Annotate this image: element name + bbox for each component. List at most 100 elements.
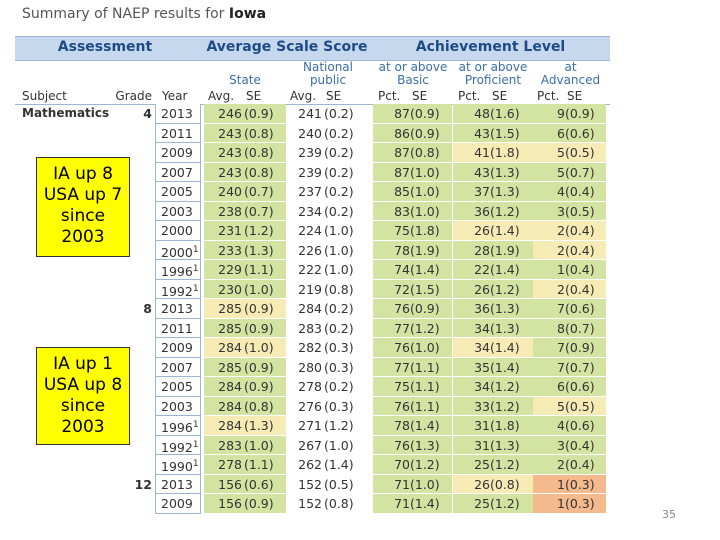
column-header: Pct. <box>537 89 560 103</box>
value-cell: (1.3) <box>490 437 520 453</box>
value-cell: (0.9) <box>244 320 274 336</box>
cell-shade <box>453 221 533 241</box>
cell-shade <box>533 435 606 455</box>
value-cell: (1.4) <box>490 340 520 355</box>
value-cell: (0.3) <box>565 476 595 492</box>
year-cell <box>155 474 201 494</box>
value-cell: 76 <box>394 437 410 453</box>
value-cell: (0.7) <box>244 184 274 199</box>
value-cell: 284 <box>218 418 242 433</box>
column-header: Pct. <box>458 89 481 103</box>
year-text: 2009 <box>161 340 193 355</box>
year-text: 2011 <box>161 125 193 141</box>
value-cell: (0.4) <box>565 281 595 297</box>
value-cell: (0.4) <box>565 184 595 199</box>
cell-shade <box>204 494 286 514</box>
footnote-mark: 1 <box>192 439 199 450</box>
value-cell: 156 <box>218 476 242 492</box>
value-cell: 25 <box>474 457 490 472</box>
value-cell: (1.0) <box>244 281 274 297</box>
cell-shade <box>373 318 452 338</box>
value-cell: 5 <box>557 164 565 180</box>
cell-shade <box>204 182 286 202</box>
value-cell: (0.2) <box>324 320 354 336</box>
cell-shade <box>204 201 286 221</box>
value-cell: 34 <box>474 340 490 355</box>
value-cell: (0.2) <box>324 164 354 180</box>
value-cell: 226 <box>298 242 322 258</box>
year: 2007 <box>161 358 193 377</box>
value-cell: (1.4) <box>410 496 440 511</box>
year: 19921 <box>161 280 199 299</box>
cell-shade <box>373 182 452 202</box>
cell-shade <box>373 260 452 280</box>
year-text: 2003 <box>161 203 193 219</box>
column-header: SE <box>412 89 428 103</box>
value-cell: (1.0) <box>410 476 440 492</box>
value-cell: 76 <box>394 398 410 414</box>
value-cell: 78 <box>394 418 410 433</box>
year: 2000 <box>161 221 193 240</box>
cell-shade <box>533 260 606 280</box>
value-cell: 85 <box>394 184 410 199</box>
column-header: SE <box>326 89 342 103</box>
value-cell: (1.6) <box>490 106 520 121</box>
year: 2005 <box>161 377 193 396</box>
cell-shade <box>373 474 452 494</box>
value-cell: 240 <box>218 184 242 199</box>
cell-shade <box>373 143 452 163</box>
value-cell: 229 <box>218 262 242 277</box>
year-text: 1992 <box>161 283 193 299</box>
year-cell <box>155 162 201 182</box>
value-cell: 28 <box>474 242 490 258</box>
year: 2005 <box>161 182 193 201</box>
value-cell: 31 <box>474 418 490 433</box>
value-cell: 6 <box>557 379 565 394</box>
column-header: Avg. <box>208 89 235 103</box>
year-cell <box>155 299 201 319</box>
cell-shade <box>533 416 606 436</box>
subgroup-header: at or above Proficient <box>458 60 528 87</box>
year-cell <box>155 201 201 221</box>
cell-shade <box>204 104 286 124</box>
value-cell: (1.1) <box>410 398 440 414</box>
value-cell: (0.4) <box>565 242 595 258</box>
column-header: Grade <box>115 89 152 103</box>
value-cell: (0.9) <box>565 106 595 121</box>
cell-shade <box>453 474 533 494</box>
header-band <box>15 36 610 61</box>
value-cell: 48 <box>474 106 490 121</box>
column-header: SE <box>492 89 508 103</box>
cell-shade <box>204 474 286 494</box>
value-cell: 74 <box>394 262 410 277</box>
value-cell: (0.2) <box>324 203 354 219</box>
cell-shade <box>373 299 452 319</box>
value-cell: (1.0) <box>410 164 440 180</box>
cell-shade <box>373 221 452 241</box>
value-cell: 284 <box>218 398 242 414</box>
value-cell: 75 <box>394 379 410 394</box>
value-cell: (0.7) <box>565 164 595 180</box>
value-cell: 234 <box>298 203 322 219</box>
value-cell: 278 <box>218 457 242 472</box>
year-text: 1992 <box>161 439 193 455</box>
value-cell: (0.2) <box>324 106 354 121</box>
value-cell: 280 <box>298 359 322 375</box>
column-header: SE <box>246 89 262 103</box>
value-cell: 87 <box>394 164 410 180</box>
value-cell: 241 <box>298 106 322 121</box>
value-cell: 4 <box>557 184 565 199</box>
grade: 4 <box>143 106 152 121</box>
cell-shade <box>373 240 452 260</box>
value-cell: 5 <box>557 145 565 160</box>
cell-shade <box>453 318 533 338</box>
cell-shade <box>453 260 533 280</box>
value-cell: (0.2) <box>324 125 354 141</box>
column-header: Year <box>162 89 188 103</box>
cell-shade <box>453 377 533 397</box>
cell-shade <box>204 240 286 260</box>
cell-shade <box>533 162 606 182</box>
value-cell: (0.9) <box>244 106 274 121</box>
cell-shade <box>533 182 606 202</box>
title-text: Summary of NAEP results for <box>22 6 225 22</box>
